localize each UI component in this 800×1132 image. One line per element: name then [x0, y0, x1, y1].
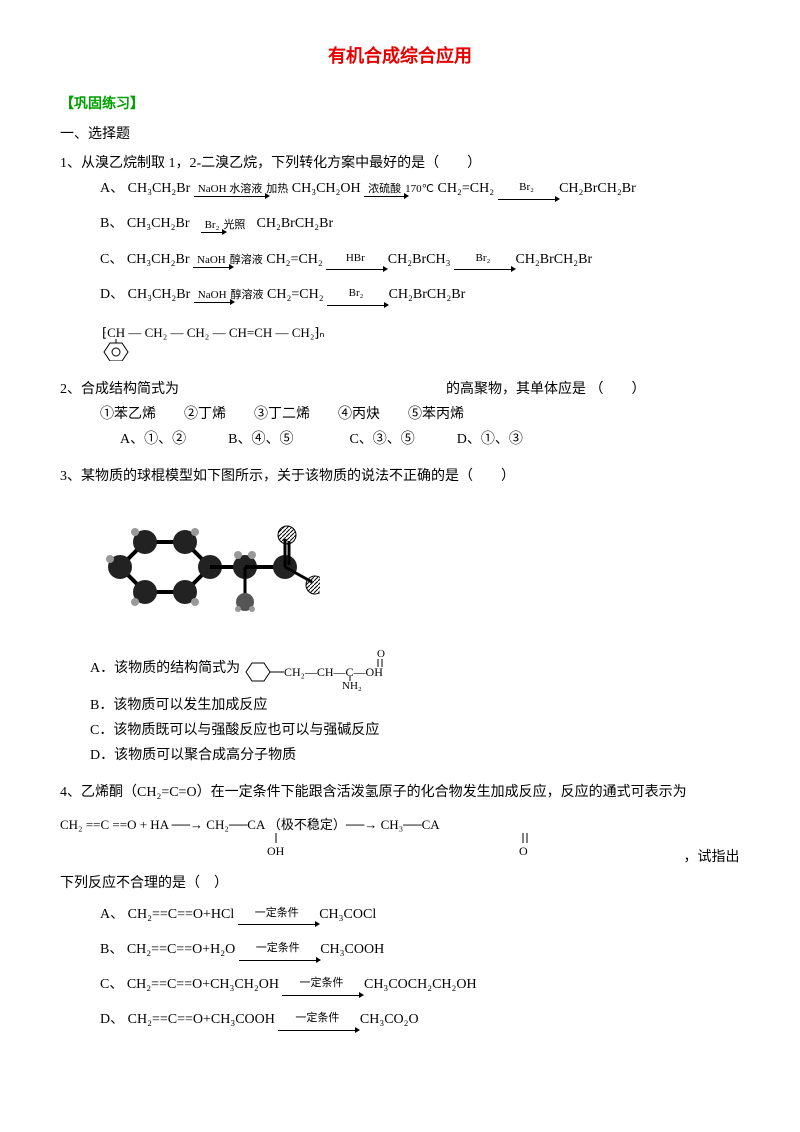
arrow-top: Br₂: [201, 219, 224, 233]
opt-label: B、: [100, 942, 123, 957]
q1-option-d: D、 CH₃CH₂Br NaOH醇溶液 CH₂=CH₂ Br₂ CH₂BrCH₂…: [100, 282, 740, 307]
product: CH₂BrCH₂Br: [515, 252, 592, 267]
arrow-bot: 醇溶液: [230, 253, 263, 266]
svg-text:CH₂ ==C ==O + HA ──→ CH₂──CA （: CH₂ ==C ==O + HA ──→ CH₂──CA （极不稳定）──→ C…: [60, 817, 440, 832]
q1-stem: 1、从溴乙烷制取 1，2-二溴乙烷，下列转化方案中最好的是（ ）: [60, 151, 740, 176]
lhs: CH₂==C==O+HCl: [128, 907, 235, 922]
product: CH₂BrCH₂Br: [389, 287, 466, 302]
opt-label: A、: [100, 907, 124, 922]
opt-label: D、: [100, 287, 124, 302]
product: CH₂=CH₂: [266, 252, 323, 267]
q4-stem: 4、乙烯酮（CH₂=C=O）在一定条件下能跟含活泼氢原子的化合物发生加成反应，反…: [60, 780, 740, 805]
arrow-icon: NaOH醇溶液: [194, 282, 264, 307]
q2-numbered-opts: ①苯乙烯 ②丁烯 ③丁二烯 ④丙炔 ⑤苯丙烯: [100, 402, 740, 427]
arrow-top: NaOH 水溶液: [194, 183, 266, 197]
rhs: CH₃CO₂O: [360, 1012, 419, 1027]
product: CH₂BrCH₂Br: [257, 216, 334, 231]
opt-label: C、: [100, 977, 123, 992]
reaction-scheme-icon: CH₂ ==C ==O + HA ──→ CH₂──CA （极不稳定）──→ C…: [60, 811, 740, 895]
q4-option-a: A、 CH₂==C==O+HCl 一定条件 CH₃COCl: [100, 902, 740, 927]
q2-stem-pre: 2、合成结构简式为: [60, 382, 179, 397]
q4-option-b: B、 CH₂==C==O+H₂O 一定条件 CH₃COOH: [100, 937, 740, 962]
svg-text:O: O: [377, 648, 385, 660]
lhs: CH₂==C==O+CH₃CH₂OH: [127, 977, 279, 992]
q4-option-d: D、 CH₂==C==O+CH₃COOH 一定条件 CH₃CO₂O: [100, 1007, 740, 1032]
q2-stem-post: 的高聚物，其单体应是 （ ）: [446, 382, 646, 397]
arrow-top: NaOH: [193, 254, 230, 268]
product: CH₂BrCH₂Br: [559, 181, 636, 196]
opt-label: D、: [100, 1012, 124, 1027]
product: CH₃CH₂OH: [292, 181, 361, 196]
arrow-top: 浓硫酸: [364, 183, 405, 197]
opt-label: A、: [100, 181, 124, 196]
q1-option-b: B、 CH₃CH₂Br Br₂光照 CH₂BrCH₂Br: [100, 211, 740, 236]
structural-formula-icon: CH₂—CH—C—OH NH₂ O: [244, 645, 434, 693]
arrow-icon: Br₂: [454, 249, 512, 271]
arrow-icon: 一定条件: [282, 974, 360, 996]
ball-stick-model-icon: [90, 497, 740, 636]
q2-letter-opts: A、①、② B、④、⑤ C、③、⑤ D、①、③: [120, 427, 740, 452]
q3-option-d: D．该物质可以聚合成高分子物质: [90, 743, 740, 768]
question-1: 1、从溴乙烷制取 1，2-二溴乙烷，下列转化方案中最好的是（ ） A、 CH₃C…: [60, 151, 740, 308]
q3-a-pre: A．该物质的结构简式为: [90, 661, 240, 676]
arrow-bot: 170℃: [405, 182, 434, 195]
reactant: CH₃CH₂Br: [128, 287, 191, 302]
section-header: 【巩固练习】: [60, 92, 740, 117]
q2-stem: 2、合成结构简式为 的高聚物，其单体应是 （ ）: [60, 377, 740, 402]
svg-text:OH: OH: [267, 844, 285, 858]
product: CH₂=CH₂: [267, 287, 324, 302]
product: CH₂=CH₂: [438, 181, 495, 196]
arrow-bot: 醇溶液: [231, 288, 264, 301]
opt-label: C、: [100, 252, 123, 267]
lhs: CH₂==C==O+H₂O: [127, 942, 235, 957]
q1-option-c: C、 CH₃CH₂Br NaOH醇溶液 CH₂=CH₂ HBr CH₂BrCH₃…: [100, 247, 740, 272]
arrow-icon: Br₂光照: [193, 212, 253, 237]
q3-option-a: A．该物质的结构简式为 CH₂—CH—C—OH NH₂ O: [90, 645, 740, 693]
rhs: CH₃COOH: [320, 942, 384, 957]
product: CH₂BrCH₃: [388, 252, 451, 267]
page-title: 有机合成综合应用: [60, 40, 740, 72]
svg-text:NH₂: NH₂: [342, 680, 362, 692]
arrow-icon: Br₂: [327, 284, 385, 306]
svg-text:CH₂—CH—C—OH: CH₂—CH—C—OH: [284, 665, 383, 679]
arrow-icon: 浓硫酸170℃: [364, 176, 434, 201]
lhs: CH₂==C==O+CH₃COOH: [128, 1012, 275, 1027]
arrow-icon: NaOH醇溶液: [193, 247, 263, 272]
svg-text:O: O: [519, 844, 528, 858]
q3-stem: 3、某物质的球棍模型如下图所示，关于该物质的说法不正确的是（ ）: [60, 464, 740, 489]
arrow-top: NaOH: [194, 289, 231, 303]
arrow-icon: HBr: [326, 249, 384, 271]
q3-option-c: C．该物质既可以与强酸反应也可以与强碱反应: [90, 718, 740, 743]
reactant: CH₃CH₂Br: [127, 252, 190, 267]
reactant: CH₃CH₂Br: [127, 216, 190, 231]
polymer-structure-icon: ⁅CH — CH₂ — CH₂ — CH=CH — CH₂⁆ₙ: [100, 319, 360, 361]
question-2: ⁅CH — CH₂ — CH₂ — CH=CH — CH₂⁆ₙ 2、合成结构简式…: [60, 319, 740, 452]
q3-option-b: B．该物质可以发生加成反应: [90, 693, 740, 718]
question-3: 3、某物质的球棍模型如下图所示，关于该物质的说法不正确的是（ ）: [60, 464, 740, 768]
rhs: CH₃COCl: [319, 907, 376, 922]
subheader: 一、选择题: [60, 122, 740, 147]
opt-label: B、: [100, 216, 123, 231]
rhs: CH₃COCH₂CH₂OH: [364, 977, 477, 992]
svg-text:⁅CH — CH₂ — CH₂ — CH=CH — CH₂⁆: ⁅CH — CH₂ — CH₂ — CH=CH — CH₂⁆ₙ: [102, 325, 325, 340]
reactant: CH₃CH₂Br: [128, 181, 191, 196]
question-4: 4、乙烯酮（CH₂=C=O）在一定条件下能跟含活泼氢原子的化合物发生加成反应，反…: [60, 780, 740, 1032]
arrow-icon: 一定条件: [238, 904, 316, 926]
q1-option-a: A、 CH₃CH₂Br NaOH 水溶液加热 CH₃CH₂OH 浓硫酸170℃ …: [100, 176, 740, 201]
arrow-icon: NaOH 水溶液加热: [194, 176, 288, 201]
arrow-icon: 一定条件: [239, 939, 317, 961]
arrow-icon: Br₂: [498, 178, 556, 200]
q4-option-c: C、 CH₂==C==O+CH₃CH₂OH 一定条件 CH₃COCH₂CH₂OH: [100, 972, 740, 997]
arrow-icon: 一定条件: [278, 1009, 356, 1031]
